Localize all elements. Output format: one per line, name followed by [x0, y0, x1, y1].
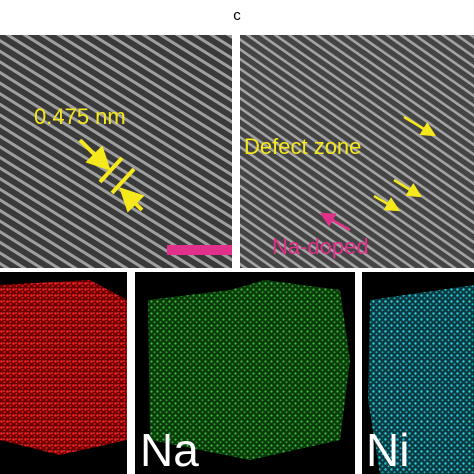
defect-label: Defect zone [244, 134, 361, 159]
element-label: Na [140, 424, 199, 474]
spacing-marker [78, 138, 145, 213]
defect-arrows [373, 115, 437, 212]
element-label: Ni [366, 424, 409, 474]
eds-map [0, 280, 127, 455]
panel-label: c [233, 7, 241, 24]
spacing-label: 0.475 nm [34, 104, 126, 129]
dopant-arrow [319, 212, 351, 232]
eds-map [368, 285, 474, 474]
hrtem-right [240, 35, 474, 268]
dopant-label: Na-doped [272, 234, 369, 259]
eds-map [148, 280, 350, 460]
scale-bar [167, 245, 232, 255]
hrtem-left [0, 35, 232, 268]
